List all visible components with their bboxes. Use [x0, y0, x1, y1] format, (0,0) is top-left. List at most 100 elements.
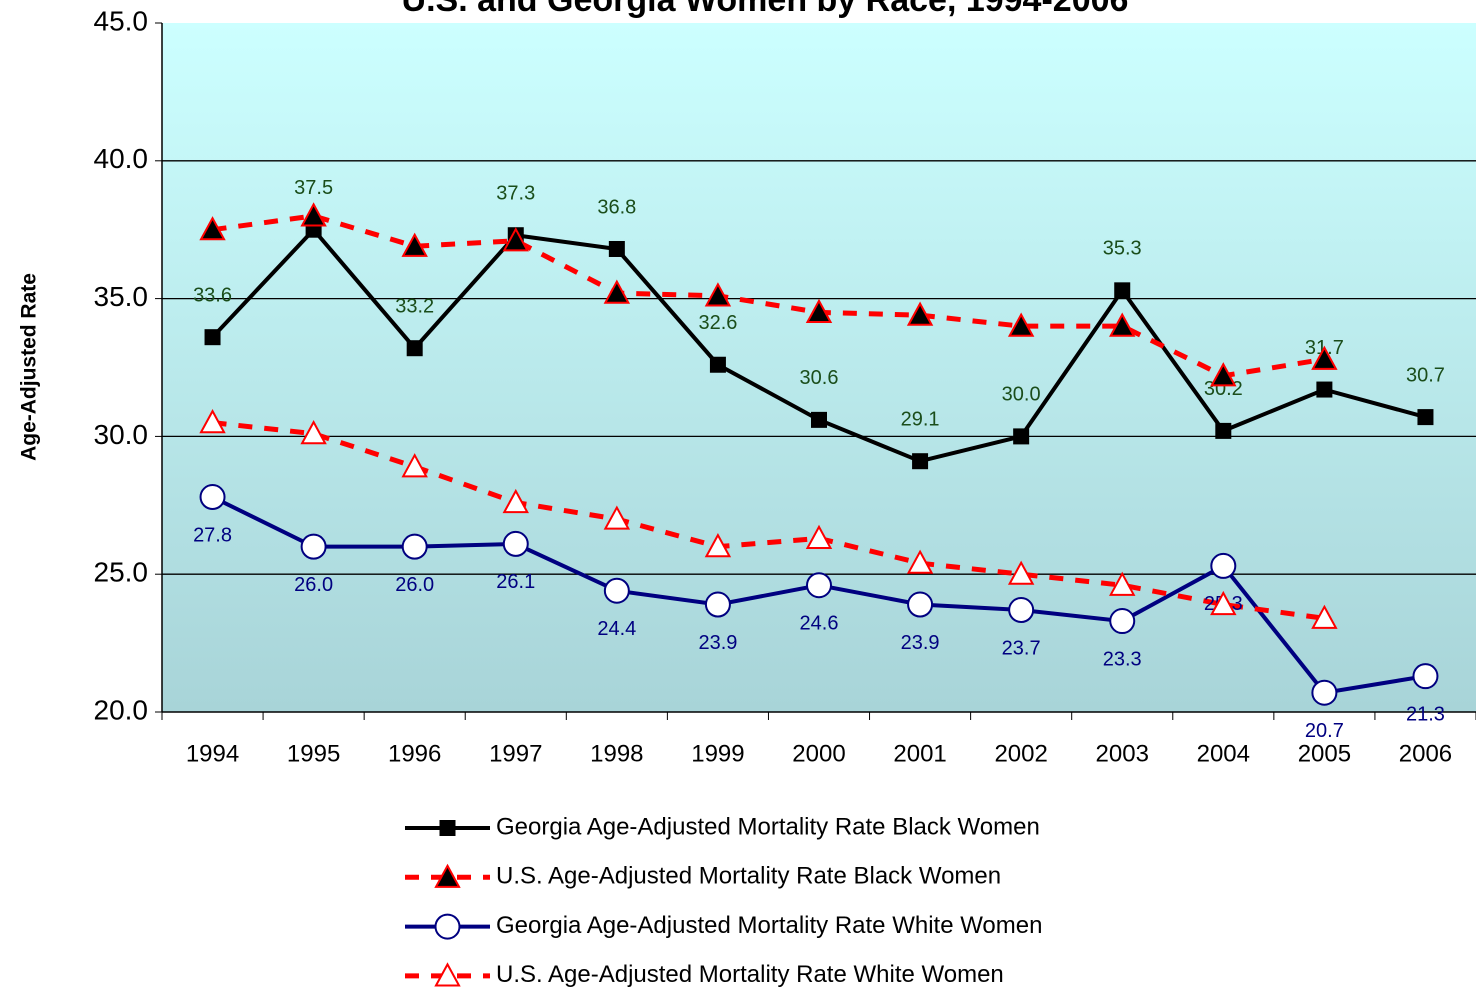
data-label: 23.9: [901, 632, 940, 654]
marker: [204, 329, 221, 346]
series-line: [212, 420, 1325, 621]
series-line: [212, 213, 1325, 379]
marker: [502, 227, 529, 252]
x-tick-label: 1996: [388, 740, 441, 767]
x-tick-label: 2004: [1197, 740, 1250, 767]
marker: [805, 524, 833, 549]
legend-marker: [434, 863, 461, 888]
x-tick-label: 2005: [1298, 740, 1351, 767]
y-tick-label: 30.0: [94, 419, 149, 450]
data-label: 35.3: [1103, 238, 1142, 260]
marker: [608, 240, 625, 257]
data-label: 33.2: [395, 295, 434, 317]
data-label: 23.7: [1002, 637, 1041, 659]
marker: [806, 572, 832, 599]
data-label: 26.0: [395, 574, 434, 596]
x-tick-label: 1997: [489, 740, 542, 767]
data-label: 26.0: [294, 574, 333, 596]
x-tick-label: 1995: [287, 740, 340, 767]
x-tick-label: 2002: [994, 740, 1047, 767]
marker: [1114, 282, 1131, 299]
marker: [199, 409, 226, 434]
legend-label: Georgia Age-Adjusted Mortality Rate Whit…: [496, 912, 1042, 939]
data-label: 37.5: [294, 177, 333, 199]
data-label: 24.4: [597, 618, 636, 640]
x-tick-label: 2006: [1399, 740, 1452, 767]
marker: [1013, 428, 1030, 445]
y-tick-label: 40.0: [94, 143, 149, 174]
marker: [603, 279, 631, 304]
marker: [1007, 312, 1035, 337]
legend-marker: [434, 913, 461, 940]
marker: [1007, 560, 1035, 585]
marker: [805, 298, 833, 323]
marker: [401, 533, 428, 560]
data-label: 30.6: [800, 367, 839, 389]
marker: [1210, 362, 1237, 387]
data-label: 26.1: [496, 571, 535, 593]
data-label: 23.9: [698, 632, 737, 654]
marker: [1412, 663, 1439, 690]
marker: [300, 202, 327, 227]
data-label: 29.1: [901, 408, 940, 430]
marker: [199, 484, 226, 511]
marker: [300, 420, 327, 445]
x-tick-label: 1999: [691, 740, 744, 767]
marker: [401, 232, 428, 257]
marker: [907, 591, 934, 618]
x-tick-label: 2001: [893, 740, 946, 767]
marker: [1316, 381, 1333, 398]
chart-title: U.S. and Georgia Women by Race, 1994-200…: [402, 0, 1129, 19]
data-label: 30.0: [1002, 384, 1041, 406]
marker: [704, 282, 732, 307]
legend-marker: [439, 820, 456, 836]
data-label: 23.3: [1103, 648, 1142, 670]
marker: [401, 453, 428, 478]
marker: [704, 591, 731, 618]
marker: [1311, 345, 1338, 370]
data-label: 32.6: [698, 312, 737, 334]
marker: [502, 488, 529, 514]
marker: [906, 549, 934, 574]
marker: [1311, 679, 1338, 706]
marker: [199, 216, 226, 241]
marker: [1109, 608, 1136, 635]
y-tick-label: 25.0: [94, 557, 149, 588]
marker: [502, 530, 529, 557]
marker: [1008, 597, 1035, 624]
y-tick-label: 20.0: [94, 694, 149, 725]
data-label: 37.3: [496, 182, 535, 204]
x-tick-label: 2000: [792, 740, 845, 767]
marker: [406, 340, 423, 357]
legend-label: U.S. Age-Adjusted Mortality Rate White W…: [496, 961, 1004, 988]
x-tick-label: 1994: [186, 740, 239, 767]
marker: [1210, 552, 1237, 579]
marker: [1210, 590, 1237, 616]
marker: [1417, 409, 1434, 426]
data-label: 36.8: [597, 196, 636, 218]
x-tick-label: 1998: [590, 740, 643, 767]
marker: [709, 356, 726, 373]
marker: [811, 411, 827, 428]
y-tick-label: 45.0: [94, 5, 149, 36]
marker: [912, 453, 929, 470]
marker: [704, 533, 732, 558]
data-label: 21.3: [1406, 703, 1445, 725]
x-tick-label: 2003: [1096, 740, 1149, 767]
marker: [906, 301, 934, 326]
y-tick-label: 35.0: [94, 281, 149, 312]
marker: [1109, 312, 1136, 337]
data-label: 24.6: [800, 613, 839, 635]
y-axis-label: Age-Adjusted Rate: [18, 273, 41, 461]
legend-marker: [434, 962, 461, 987]
marker: [603, 505, 631, 530]
data-label: 20.7: [1305, 720, 1344, 742]
data-label: 27.8: [193, 524, 232, 546]
marker: [300, 533, 327, 560]
marker: [603, 577, 630, 604]
legend-label: U.S. Age-Adjusted Mortality Rate Black W…: [496, 863, 1001, 890]
data-label: 30.7: [1406, 364, 1445, 386]
marker: [1109, 571, 1136, 596]
marker: [1311, 604, 1338, 629]
legend-label: Georgia Age-Adjusted Mortality Rate Blac…: [496, 813, 1040, 840]
